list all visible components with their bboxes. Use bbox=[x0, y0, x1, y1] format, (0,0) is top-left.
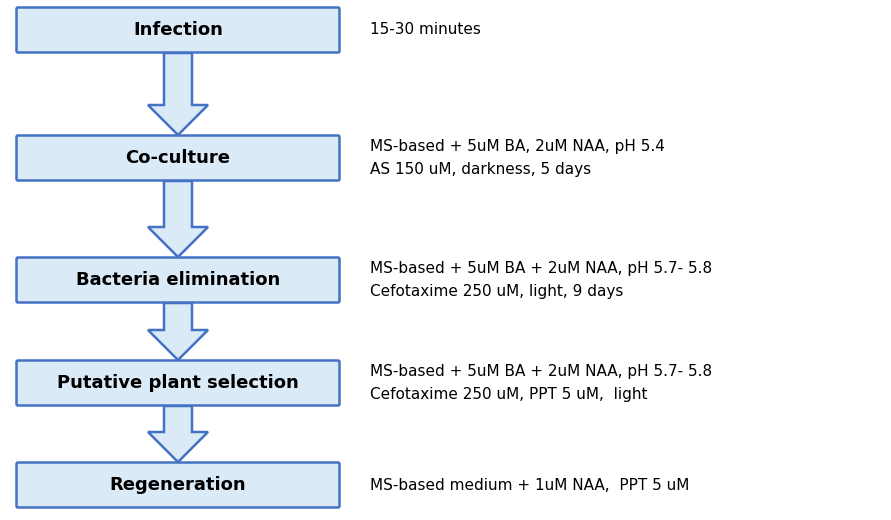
Polygon shape bbox=[148, 181, 208, 257]
FancyBboxPatch shape bbox=[17, 462, 339, 508]
FancyBboxPatch shape bbox=[17, 360, 339, 406]
Polygon shape bbox=[148, 303, 208, 360]
Polygon shape bbox=[148, 53, 208, 135]
FancyBboxPatch shape bbox=[17, 7, 339, 53]
Text: Infection: Infection bbox=[133, 21, 223, 39]
Text: MS-based + 5uM BA, 2uM NAA, pH 5.4
AS 150 uM, darkness, 5 days: MS-based + 5uM BA, 2uM NAA, pH 5.4 AS 15… bbox=[370, 139, 665, 177]
FancyBboxPatch shape bbox=[17, 257, 339, 303]
Text: MS-based + 5uM BA + 2uM NAA, pH 5.7- 5.8
Cefotaxime 250 uM, light, 9 days: MS-based + 5uM BA + 2uM NAA, pH 5.7- 5.8… bbox=[370, 262, 712, 298]
Text: 15-30 minutes: 15-30 minutes bbox=[370, 22, 481, 37]
Text: MS-based + 5uM BA + 2uM NAA, pH 5.7- 5.8
Cefotaxime 250 uM, PPT 5 uM,  light: MS-based + 5uM BA + 2uM NAA, pH 5.7- 5.8… bbox=[370, 365, 712, 401]
Text: Putative plant selection: Putative plant selection bbox=[57, 374, 298, 392]
Text: Bacteria elimination: Bacteria elimination bbox=[76, 271, 280, 289]
Text: Co-culture: Co-culture bbox=[126, 149, 231, 167]
Text: MS-based medium + 1uM NAA,  PPT 5 uM: MS-based medium + 1uM NAA, PPT 5 uM bbox=[370, 477, 690, 492]
Polygon shape bbox=[148, 406, 208, 462]
FancyBboxPatch shape bbox=[17, 136, 339, 180]
Text: Regeneration: Regeneration bbox=[110, 476, 246, 494]
